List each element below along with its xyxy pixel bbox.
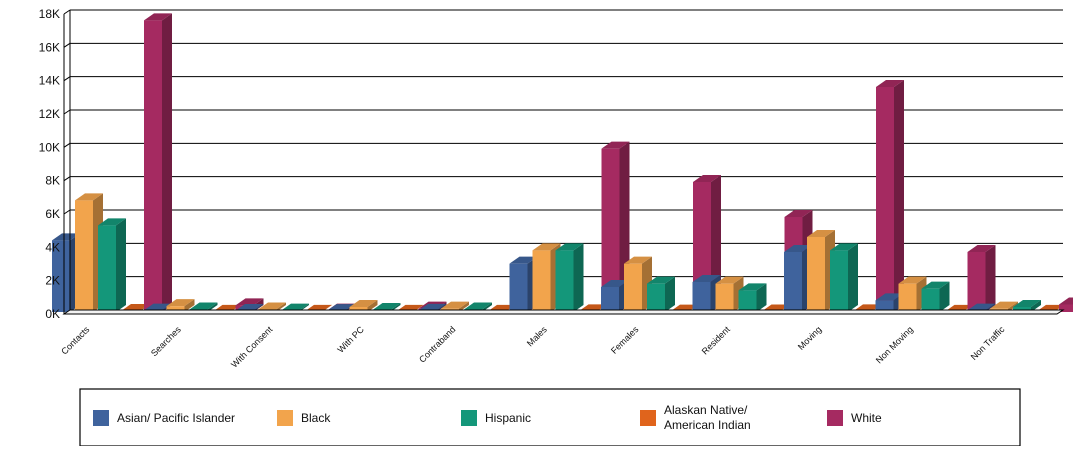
bar-side — [574, 243, 584, 312]
bar — [693, 282, 711, 312]
gridline-depth — [64, 77, 70, 81]
gridline-depth — [64, 177, 70, 181]
bar — [899, 284, 917, 312]
gridline-depth — [64, 10, 70, 14]
bars — [52, 13, 1073, 312]
bar — [830, 250, 848, 312]
bar — [624, 264, 642, 312]
bar-top — [1059, 298, 1073, 305]
bar — [716, 284, 734, 312]
y-tick-label: 6K — [45, 207, 60, 221]
gridline-depth — [64, 210, 70, 214]
legend-swatch — [277, 410, 293, 426]
bar — [510, 264, 528, 312]
legend-swatch — [93, 410, 109, 426]
bar-2-8 — [830, 243, 858, 312]
x-tick-label: Moving — [796, 324, 824, 352]
bar — [876, 87, 894, 312]
legend-label: Alaskan Native/American Indian — [664, 403, 751, 432]
bar — [556, 250, 574, 312]
x-tick-label: Non Traffic — [969, 324, 1007, 362]
legend: Asian/ Pacific Islander Black Hispanic Alas… — [80, 389, 1020, 446]
bar — [807, 237, 825, 312]
gridline-depth — [64, 143, 70, 147]
bar — [533, 250, 551, 312]
x-tick-label: Resident — [700, 324, 733, 357]
bar-4-0 — [144, 13, 172, 312]
y-tick-label: 12K — [39, 107, 60, 121]
legend-label-line: American Indian — [664, 418, 751, 432]
legend-label-line: Alaskan Native/ — [664, 403, 748, 417]
bar — [968, 252, 986, 312]
bar-4-9 — [968, 245, 996, 312]
y-tick-label: 4K — [45, 240, 60, 254]
x-tick-label: Non Moving — [874, 324, 915, 365]
bar — [784, 252, 802, 312]
axes: 0K 2K 4K 6K 8K 10K 12K 14K 16K 18K Contacts Searche… — [39, 7, 1063, 370]
bar — [739, 290, 757, 312]
bar — [75, 200, 93, 312]
bar — [647, 284, 665, 312]
y-tick-label: 16K — [39, 40, 60, 54]
x-tick-label: Contraband — [417, 324, 457, 364]
legend-swatch — [640, 410, 656, 426]
x-tick-label: Females — [609, 324, 641, 356]
bar-2-5 — [556, 243, 584, 312]
bar-side — [894, 80, 904, 312]
legend-label: Black — [301, 411, 331, 425]
bar — [922, 289, 940, 312]
y-tick-label: 18K — [39, 7, 60, 21]
y-tick-label: 10K — [39, 140, 60, 154]
legend-swatch — [461, 410, 477, 426]
y-tick-label: 8K — [45, 174, 60, 188]
x-tick-label: With Consent — [229, 324, 275, 370]
y-tick-label: 2K — [45, 274, 60, 288]
floor — [64, 310, 1063, 314]
bar-2-9 — [922, 282, 950, 312]
bar-2-0 — [98, 218, 126, 312]
x-tick-label: Contacts — [59, 324, 92, 357]
gridline-depth — [64, 43, 70, 47]
bar-side — [848, 243, 858, 312]
legend-swatch — [827, 410, 843, 426]
y-tick-label: 14K — [39, 74, 60, 88]
legend-label: Hispanic — [485, 411, 531, 425]
gridline-depth — [64, 110, 70, 114]
bar — [144, 20, 162, 312]
x-tick-label: Males — [525, 324, 549, 348]
bar — [601, 287, 619, 312]
bar-side — [986, 245, 996, 312]
bar-side — [116, 218, 126, 312]
legend-label: White — [851, 411, 882, 425]
x-tick-label: With PC — [335, 324, 366, 355]
legend-label: Asian/ Pacific Islander — [117, 411, 235, 425]
y-tick-label: 0K — [45, 307, 60, 321]
bar-4-8 — [876, 80, 904, 312]
bar-side — [162, 13, 172, 312]
bar-2-6 — [647, 277, 675, 312]
bar-2-7 — [739, 283, 767, 312]
bar — [98, 225, 116, 312]
x-tick-label: Searches — [149, 324, 183, 358]
